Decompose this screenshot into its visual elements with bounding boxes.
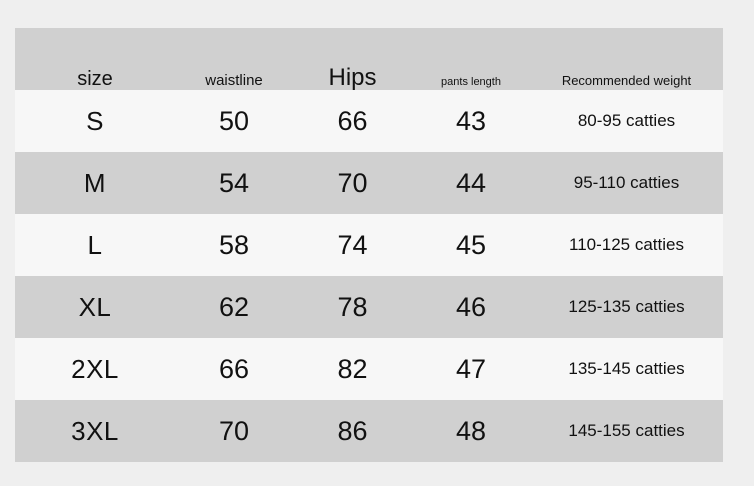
- table-row: L 58 74 45 110-125 catties: [15, 214, 723, 276]
- cell-hips: 70: [337, 167, 368, 198]
- cell-recommended-weight: 135-145 catties: [568, 359, 685, 378]
- cell-waistline: 70: [218, 415, 250, 446]
- column-header-pants-length-label: pants length: [441, 76, 501, 88]
- cell-pants-length: 47: [455, 353, 487, 384]
- table-row: M 54 70 44 95-110 catties: [15, 152, 723, 214]
- cell-pants-length: 43: [455, 105, 487, 136]
- cell-hips: 86: [337, 415, 368, 446]
- cell-recommended-weight: 110-125 catties: [569, 235, 684, 254]
- table-body: S 50 66 43 80-95 catties M 54 70 44 95-1…: [15, 90, 723, 462]
- column-header-pants-length: pants length: [412, 28, 530, 90]
- table-header: size waistline Hips pants length Recomme…: [15, 28, 723, 90]
- cell-recommended-weight: 145-155 catties: [568, 421, 685, 440]
- column-header-waistline-label: waistline: [205, 72, 263, 89]
- cell-hips: 78: [337, 291, 368, 322]
- cell-size: L: [87, 229, 103, 260]
- cell-pants-length: 44: [455, 167, 487, 198]
- column-header-size: size: [15, 28, 175, 90]
- cell-size: M: [83, 167, 107, 198]
- cell-size: XL: [78, 291, 112, 322]
- column-header-waistline: waistline: [175, 28, 293, 90]
- cell-waistline: 54: [218, 167, 250, 198]
- cell-waistline: 58: [218, 229, 250, 260]
- cell-pants-length: 48: [455, 415, 487, 446]
- cell-recommended-weight: 95-110 catties: [573, 173, 680, 192]
- cell-recommended-weight: 80-95 catties: [577, 111, 676, 130]
- column-header-recommended-weight: Recommended weight: [530, 28, 723, 90]
- cell-pants-length: 46: [455, 291, 487, 322]
- cell-hips: 66: [337, 105, 368, 136]
- table-row: XL 62 78 46 125-135 catties: [15, 276, 723, 338]
- cell-size: 2XL: [71, 353, 119, 384]
- column-header-hips-label: Hips: [328, 64, 377, 91]
- cell-waistline: 50: [218, 105, 250, 136]
- column-header-size-label: size: [77, 68, 113, 90]
- table-row: 3XL 70 86 48 145-155 catties: [15, 400, 723, 462]
- column-header-hips: Hips: [293, 28, 412, 90]
- size-chart-table: size waistline Hips pants length Recomme…: [15, 28, 723, 462]
- cell-waistline: 66: [218, 353, 250, 384]
- table-row: S 50 66 43 80-95 catties: [15, 90, 723, 152]
- cell-waistline: 62: [218, 291, 250, 322]
- cell-hips: 82: [337, 353, 368, 384]
- table-row: 2XL 66 82 47 135-145 catties: [15, 338, 723, 400]
- cell-size: S: [86, 105, 104, 136]
- cell-size: 3XL: [71, 415, 119, 446]
- cell-pants-length: 45: [455, 229, 487, 260]
- cell-recommended-weight: 125-135 catties: [568, 297, 685, 316]
- table-header-row: size waistline Hips pants length Recomme…: [15, 28, 723, 90]
- column-header-recommended-weight-label: Recommended weight: [561, 73, 692, 88]
- cell-hips: 74: [337, 229, 368, 260]
